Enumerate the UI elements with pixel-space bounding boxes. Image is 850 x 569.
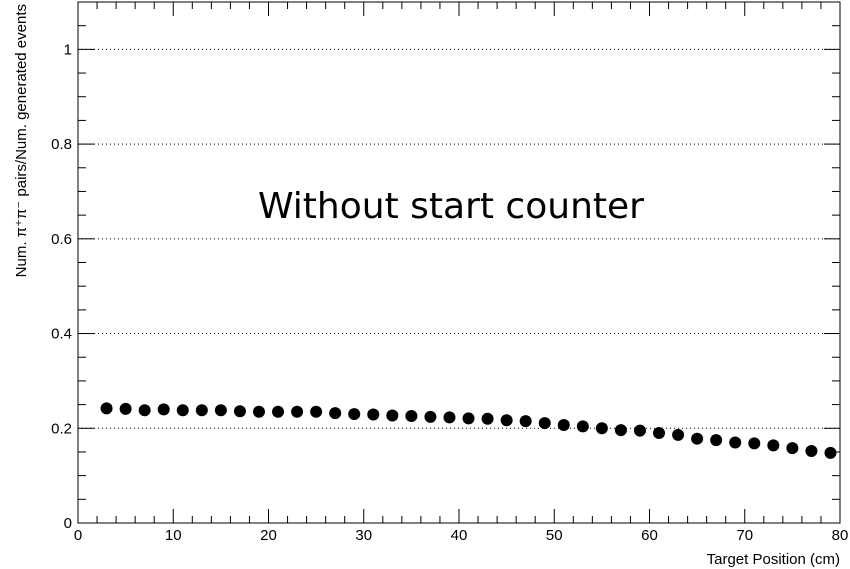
x-tick-label: 10 (165, 527, 182, 544)
data-point (614, 424, 627, 437)
x-tick-label: 80 (832, 527, 849, 544)
y-tick-label: 0 (64, 515, 72, 532)
chart-annotation: Without start counter (258, 186, 644, 227)
data-point (272, 405, 285, 418)
x-tick-label: 40 (451, 527, 468, 544)
data-point (348, 408, 361, 421)
x-tick-label: 20 (260, 527, 277, 544)
plot-frame (77, 1, 841, 524)
data-point (653, 427, 666, 440)
data-point (557, 418, 570, 431)
data-point (176, 404, 189, 417)
ticks-layer (77, 1, 841, 524)
data-point (767, 439, 780, 452)
x-tick-label: 70 (736, 527, 753, 544)
x-tick-label: 0 (74, 527, 82, 544)
data-point (329, 407, 342, 420)
data-point (386, 409, 399, 422)
y-tick-label: 0.8 (51, 136, 72, 153)
y-tick-label: 0.6 (51, 231, 72, 248)
y-tick-label: 0.2 (51, 420, 72, 437)
data-point (367, 408, 380, 421)
data-point (748, 437, 761, 450)
data-point (214, 404, 227, 417)
data-point (100, 402, 113, 415)
y-axis-title: Num. π⁺π⁻ pairs/Num. generated events (13, 4, 30, 277)
data-point (443, 411, 456, 424)
data-point (157, 403, 170, 416)
points-layer (100, 402, 837, 459)
data-point (119, 402, 132, 415)
y-tick-label: 0.4 (51, 326, 72, 343)
data-point (195, 404, 208, 417)
data-point (310, 405, 323, 418)
data-point (633, 424, 646, 437)
y-tick-label: 1 (64, 41, 72, 58)
data-point (595, 422, 608, 435)
data-point (729, 436, 742, 449)
data-point (462, 412, 475, 425)
data-point (424, 410, 437, 423)
tick-labels-layer: 0 10 20 30 40 50 60 70 80 0 0.2 0.4 0.6 0.8 1 (51, 41, 848, 544)
data-point (500, 414, 513, 427)
data-point (138, 404, 151, 417)
data-point (405, 409, 418, 422)
x-axis-title: Target Position (cm) (707, 551, 840, 568)
data-point (824, 446, 837, 459)
data-point (233, 405, 246, 418)
data-point (710, 434, 723, 447)
data-point (576, 420, 589, 433)
data-point (538, 417, 551, 430)
data-point (691, 432, 704, 445)
data-point (481, 412, 494, 425)
data-point (252, 405, 265, 418)
grid-layer (78, 48, 840, 429)
x-tick-label: 60 (641, 527, 658, 544)
data-point (519, 415, 532, 428)
data-point (786, 442, 799, 455)
data-point (805, 445, 818, 458)
x-tick-label: 30 (355, 527, 372, 544)
data-point (672, 428, 685, 441)
data-point (291, 405, 304, 418)
x-tick-label: 50 (546, 527, 563, 544)
